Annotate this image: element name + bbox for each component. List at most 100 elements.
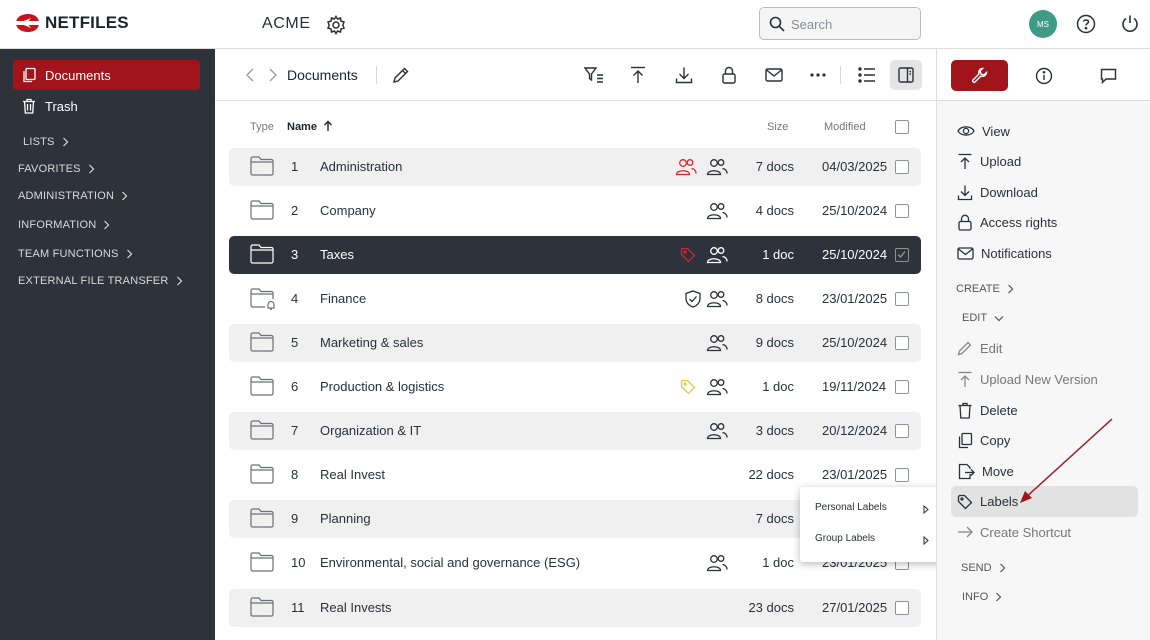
action-copy[interactable]: Copy [957, 430, 1010, 450]
row-name[interactable]: Administration [320, 159, 403, 174]
row-name[interactable]: Planning [320, 511, 371, 526]
help-icon[interactable] [1076, 14, 1096, 34]
action-labels[interactable]: Labels [951, 486, 1138, 517]
avatar[interactable]: MS [1029, 10, 1057, 38]
row-checkbox[interactable] [895, 160, 909, 174]
search-input[interactable] [791, 14, 911, 34]
sidebar-section-lists[interactable]: LISTS [23, 136, 69, 148]
select-all-checkbox[interactable] [895, 120, 909, 134]
action-create-shortcut[interactable]: Create Shortcut [957, 522, 1071, 542]
row-checkbox-checked[interactable] [895, 248, 909, 262]
row-checkbox[interactable] [895, 601, 909, 615]
group-icon[interactable] [706, 246, 728, 264]
mail-icon[interactable] [765, 68, 783, 82]
section-create[interactable]: CREATE [956, 283, 1014, 295]
table-row[interactable]: 7 Organization & IT 3 docs 20/12/2024 [229, 412, 921, 450]
tab-actions[interactable] [951, 60, 1008, 91]
action-upload[interactable]: Upload [957, 151, 1021, 171]
table-row[interactable]: 2 Company 4 docs 25/10/2024 [229, 192, 921, 230]
table-row[interactable]: 5 Marketing & sales 9 docs 25/10/2024 [229, 324, 921, 362]
column-name[interactable]: Name [287, 121, 317, 133]
group-icon[interactable] [706, 202, 728, 220]
group-icon[interactable] [706, 158, 728, 176]
action-move[interactable]: Move [957, 461, 1014, 481]
row-name[interactable]: Taxes [320, 247, 354, 262]
column-size[interactable]: Size [767, 121, 789, 133]
search-box[interactable] [759, 7, 921, 40]
group-icon[interactable] [706, 422, 728, 440]
table-row[interactable]: 10 Environmental, social and governance … [229, 544, 921, 582]
tag-yellow-icon[interactable] [680, 379, 696, 395]
group-icon[interactable] [706, 290, 728, 308]
power-icon[interactable] [1120, 14, 1140, 34]
column-type[interactable]: Type [250, 121, 274, 133]
row-name[interactable]: Real Invest [320, 467, 386, 482]
row-name[interactable]: Production & logistics [320, 379, 445, 394]
list-view-icon[interactable] [858, 67, 876, 83]
netfiles-logo[interactable]: NETFILES [13, 13, 129, 33]
row-checkbox[interactable] [895, 336, 909, 350]
menu-item-personal-labels[interactable]: Personal Labels [815, 502, 935, 518]
table-row-selected[interactable]: 3 Taxes 1 doc 25/10/2024 [229, 236, 921, 274]
filter-icon[interactable] [584, 66, 604, 84]
action-upload-new-version[interactable]: Upload New Version [957, 369, 1098, 389]
row-name[interactable]: Marketing & sales [320, 335, 424, 350]
row-name[interactable]: Real Invests [320, 600, 392, 615]
table-row[interactable]: 6 Production & logistics 1 doc 19/11/202… [229, 368, 921, 406]
row-checkbox[interactable] [895, 380, 909, 394]
row-checkbox[interactable] [895, 424, 909, 438]
action-view[interactable]: View [957, 121, 1010, 141]
tab-info[interactable] [1035, 67, 1053, 85]
group-icon[interactable] [706, 378, 728, 396]
sort-ascending-icon[interactable] [323, 120, 333, 132]
sidebar-section-favorites[interactable]: FAVORITES [18, 163, 95, 175]
sidebar-section-external-file-transfer[interactable]: EXTERNAL FILE TRANSFER [18, 275, 183, 287]
table-row[interactable]: 8 Real Invest 22 docs 23/01/2025 [229, 456, 921, 494]
section-send[interactable]: SEND [961, 562, 1006, 574]
tag-red-icon[interactable] [680, 247, 696, 263]
action-access-rights[interactable]: Access rights [957, 212, 1057, 232]
section-info[interactable]: INFO [962, 591, 1002, 603]
tab-comments[interactable] [1100, 68, 1117, 84]
sidebar-section-team-functions[interactable]: TEAM FUNCTIONS [18, 248, 133, 260]
action-edit[interactable]: Edit [957, 338, 1002, 358]
group-icon[interactable] [706, 334, 728, 352]
table-row[interactable]: 11 Real Invests 23 docs 27/01/2025 [229, 589, 921, 627]
sidebar-item-documents[interactable]: Documents [13, 60, 200, 90]
row-modified: 25/10/2024 [822, 247, 888, 262]
shared-group-red-icon[interactable] [675, 158, 697, 176]
row-name[interactable]: Finance [320, 291, 367, 306]
trash-icon [23, 98, 35, 114]
breadcrumb[interactable]: Documents [287, 67, 358, 83]
menu-item-group-labels[interactable]: Group Labels [815, 533, 935, 549]
lock-icon[interactable] [721, 66, 737, 84]
upload-icon[interactable] [629, 66, 647, 84]
shield-icon[interactable] [684, 290, 702, 308]
action-delete[interactable]: Delete [957, 400, 1018, 420]
row-checkbox[interactable] [895, 468, 909, 482]
group-icon[interactable] [706, 554, 728, 572]
action-label: View [982, 123, 1010, 139]
copy-icon [958, 432, 973, 448]
panel-toggle-button[interactable] [890, 60, 922, 90]
row-checkbox[interactable] [895, 292, 909, 306]
gear-icon[interactable] [326, 15, 346, 35]
pencil-icon[interactable] [392, 66, 410, 84]
more-icon[interactable] [810, 73, 826, 77]
sidebar-item-trash[interactable]: Trash [13, 91, 200, 121]
section-edit[interactable]: EDIT [962, 312, 1004, 324]
row-checkbox[interactable] [895, 204, 909, 218]
action-notifications[interactable]: Notifications [957, 243, 1052, 263]
row-name[interactable]: Environmental, social and governance (ES… [320, 555, 581, 570]
back-icon[interactable] [245, 68, 255, 82]
column-modified[interactable]: Modified [824, 121, 866, 133]
table-row[interactable]: 4 Finance 8 docs 23/01/2025 [229, 280, 921, 318]
row-name[interactable]: Organization & IT [320, 423, 422, 438]
action-download[interactable]: Download [957, 182, 1038, 202]
sidebar-section-administration[interactable]: ADMINISTRATION [18, 190, 128, 202]
table-row[interactable]: 1 Administration 7 docs 04/03/2025 [229, 148, 921, 186]
forward-icon[interactable] [268, 68, 278, 82]
download-icon[interactable] [675, 66, 693, 84]
row-name[interactable]: Company [320, 203, 376, 218]
sidebar-section-information[interactable]: INFORMATION [18, 219, 110, 231]
